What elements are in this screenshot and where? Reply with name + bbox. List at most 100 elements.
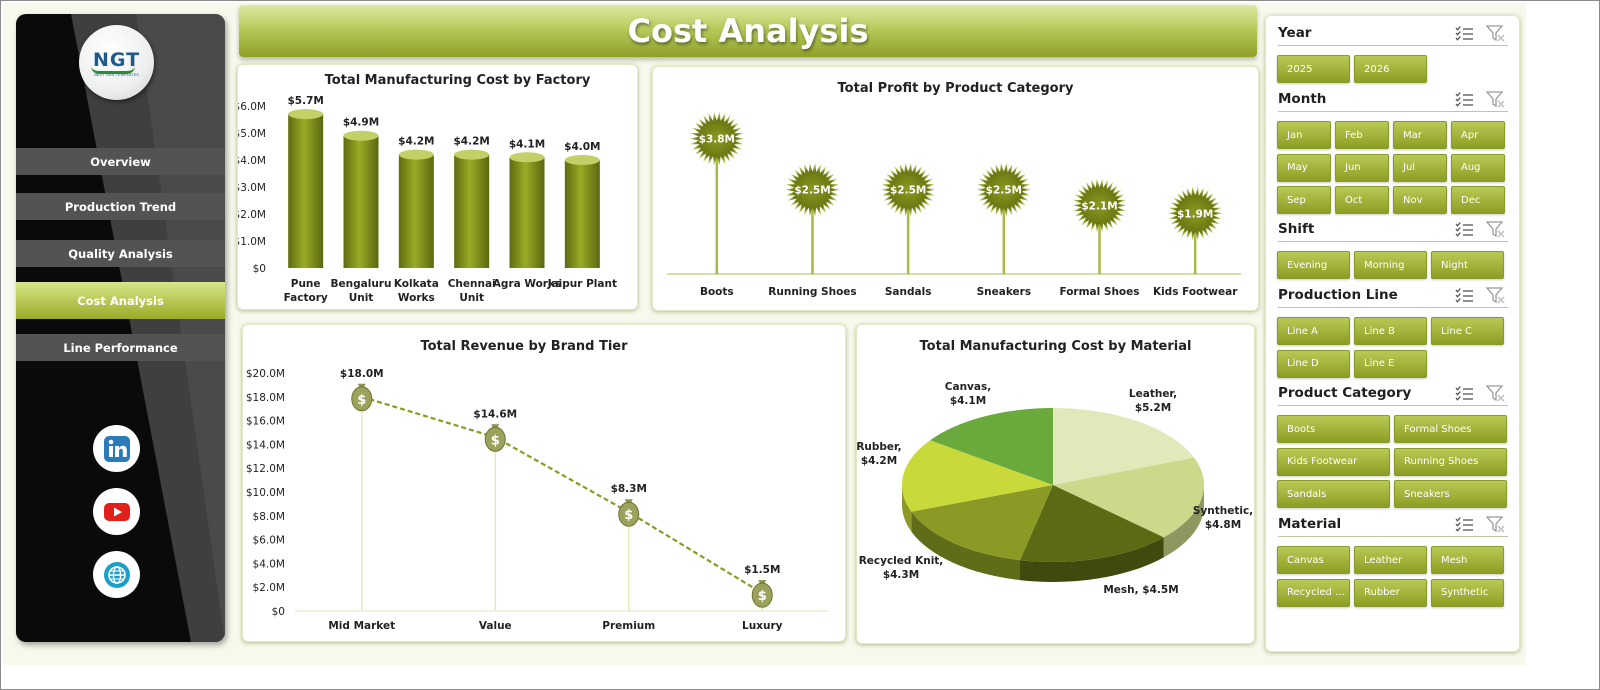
clear-filter-icon[interactable] (1486, 286, 1506, 305)
starburst-marker (1072, 178, 1127, 233)
dashboard-canvas: NGT NEXT GEN TEMPLATES Overview Productio… (3, 3, 1526, 665)
pie-data-label: Canvas, $4.1M (945, 381, 991, 407)
month-filter-jun[interactable]: Jun (1335, 153, 1389, 182)
material-filter-rubber[interactable]: Rubber (1354, 578, 1427, 607)
y-tick-label: $2.0M (253, 582, 285, 594)
month-filter-sep[interactable]: Sep (1277, 186, 1331, 214)
year-filter-2026[interactable]: 2026 (1354, 55, 1427, 83)
month-filter-apr[interactable]: Apr (1451, 121, 1505, 149)
pie-slice-leather (1053, 408, 1195, 485)
product-category-filter-running-shoes[interactable]: Running Shoes (1394, 447, 1507, 476)
clear-filter-icon[interactable] (1486, 515, 1506, 534)
product-category-filter-boots[interactable]: Boots (1277, 415, 1390, 443)
product-category-filter-sneakers[interactable]: Sneakers (1394, 480, 1507, 508)
sidebar-background (71, 14, 225, 642)
production-line-slicer-title: Production Line (1278, 287, 1398, 303)
x-category-label: Premium (602, 620, 655, 632)
material-filter-synthetic[interactable]: Synthetic (1431, 578, 1504, 607)
production-line-filter-line-b[interactable]: Line B (1354, 317, 1427, 345)
bar-chennai-unit (454, 149, 490, 268)
multi-select-icon[interactable] (1454, 25, 1474, 42)
month-filter-mar[interactable]: Mar (1393, 121, 1447, 149)
month-filter-dec[interactable]: Dec (1451, 186, 1505, 214)
profit-lollipop-chart: $3.8M Boots $2.5M Running Shoes $2.5M Sandals… (667, 111, 1241, 298)
product-category-filter-formal-shoes[interactable]: Formal Shoes (1394, 415, 1507, 443)
bar-data-label: $4.2M (453, 136, 489, 148)
money-bag-marker: $ (751, 580, 773, 608)
bar-body (454, 154, 490, 268)
production-line-filter-line-a[interactable]: Line A (1277, 317, 1350, 345)
production-line-filter-line-e[interactable]: Line E (1354, 349, 1427, 378)
month-filter-jul[interactable]: Jul (1393, 153, 1447, 182)
shift-slicer-header: Shift (1278, 218, 1508, 242)
bar-data-label: $4.1M (509, 138, 545, 150)
production-line-filter-line-d[interactable]: Line D (1277, 349, 1350, 378)
bar-jaipur-plant (564, 155, 600, 268)
shift-filter-night[interactable]: Night (1431, 251, 1504, 279)
clear-filter-icon[interactable] (1486, 384, 1506, 403)
bar-cap (564, 155, 600, 165)
x-category-label: Kids Footwear (1153, 286, 1238, 298)
multi-select-icon[interactable] (1454, 221, 1474, 238)
month-filter-may[interactable]: May (1277, 153, 1331, 182)
logo-tagline: NEXT GEN TEMPLATES (94, 71, 139, 77)
month-filter-aug[interactable]: Aug (1451, 153, 1505, 182)
month-filter-oct[interactable]: Oct (1335, 186, 1389, 214)
lollipop-running-shoes (785, 162, 840, 274)
clear-filter-icon[interactable] (1486, 90, 1506, 109)
material-cost-chart: Total Manufacturing Cost by Material Lea… (856, 324, 1255, 644)
y-tick-label: $14.0M (246, 439, 285, 451)
factory-bar-chart: $0 $1.0M $2.0M $3.0M $4.0M $5.0M $6.0M $5.7M Pun… (238, 95, 617, 304)
month-filter-nov[interactable]: Nov (1393, 186, 1447, 214)
material-filter-leather[interactable]: Leather (1354, 546, 1427, 574)
globe-link[interactable] (93, 551, 140, 598)
clear-filter-icon[interactable] (1486, 24, 1506, 43)
x-category-label: Agra Works (493, 278, 561, 290)
pie-slice-side (1163, 485, 1204, 558)
bar-data-label: $4.0M (564, 141, 600, 153)
ngt-logo: NGT NEXT GEN TEMPLATES (79, 25, 154, 100)
bar-body (288, 114, 324, 268)
pie-slice-mesh (1020, 485, 1164, 562)
product-category-filter-kids-footwear[interactable]: Kids Footwear (1277, 447, 1390, 476)
shift-filter-evening[interactable]: Evening (1277, 251, 1350, 279)
starburst-marker (881, 162, 936, 217)
nav-cost-analysis-button[interactable]: Cost Analysis (16, 282, 225, 319)
pie-slice-rubber (902, 440, 1053, 512)
factory-cost-chart: Total Manufacturing Cost by Factory $0 $1… (237, 64, 638, 310)
material-filter-canvas[interactable]: Canvas (1277, 546, 1350, 574)
month-filter-feb[interactable]: Feb (1335, 121, 1389, 149)
nav-production-trend-button[interactable]: Production Trend (16, 193, 225, 220)
multi-select-icon[interactable] (1454, 516, 1474, 533)
multi-select-icon[interactable] (1454, 385, 1474, 402)
youtube-link[interactable] (93, 488, 140, 535)
dollar-sign-icon: $ (491, 433, 500, 448)
month-filter-jan[interactable]: Jan (1277, 121, 1331, 149)
clear-filter-icon[interactable] (1486, 220, 1506, 239)
year-slicer-header: Year (1278, 22, 1508, 46)
material-filter-recycled[interactable]: Recycled ... (1277, 578, 1350, 607)
nav-quality-analysis-button[interactable]: Quality Analysis (16, 240, 225, 267)
x-category-label: Pune Factory (284, 278, 328, 304)
shift-slicer-title: Shift (1278, 221, 1315, 237)
y-tick-label: $2.0M (238, 209, 266, 221)
multi-select-icon[interactable] (1454, 287, 1474, 304)
y-tick-label: $0 (253, 263, 266, 275)
nav-line-performance-button[interactable]: Line Performance (16, 334, 225, 361)
material-slicer-header: Material (1278, 513, 1508, 537)
linkedin-link[interactable] (93, 425, 140, 472)
nav-overview-button[interactable]: Overview (16, 148, 225, 175)
multi-select-icon[interactable] (1454, 91, 1474, 108)
lollipop-data-label: $2.5M (986, 185, 1022, 197)
shift-filter-morning[interactable]: Morning (1354, 251, 1427, 279)
material-filter-mesh[interactable]: Mesh (1431, 546, 1504, 574)
material-chart-title: Total Manufacturing Cost by Material (919, 339, 1192, 354)
product-category-filter-sandals[interactable]: Sandals (1277, 480, 1390, 508)
starburst-marker (1168, 186, 1223, 241)
product-category-slicer-header: Product Category (1278, 382, 1508, 406)
year-filter-2025[interactable]: 2025 (1277, 55, 1350, 83)
bar-body (398, 154, 434, 268)
pie-slice-synthetic (1053, 457, 1204, 538)
production-line-filter-line-c[interactable]: Line C (1431, 317, 1504, 345)
bar-data-label: $4.2M (398, 136, 434, 148)
